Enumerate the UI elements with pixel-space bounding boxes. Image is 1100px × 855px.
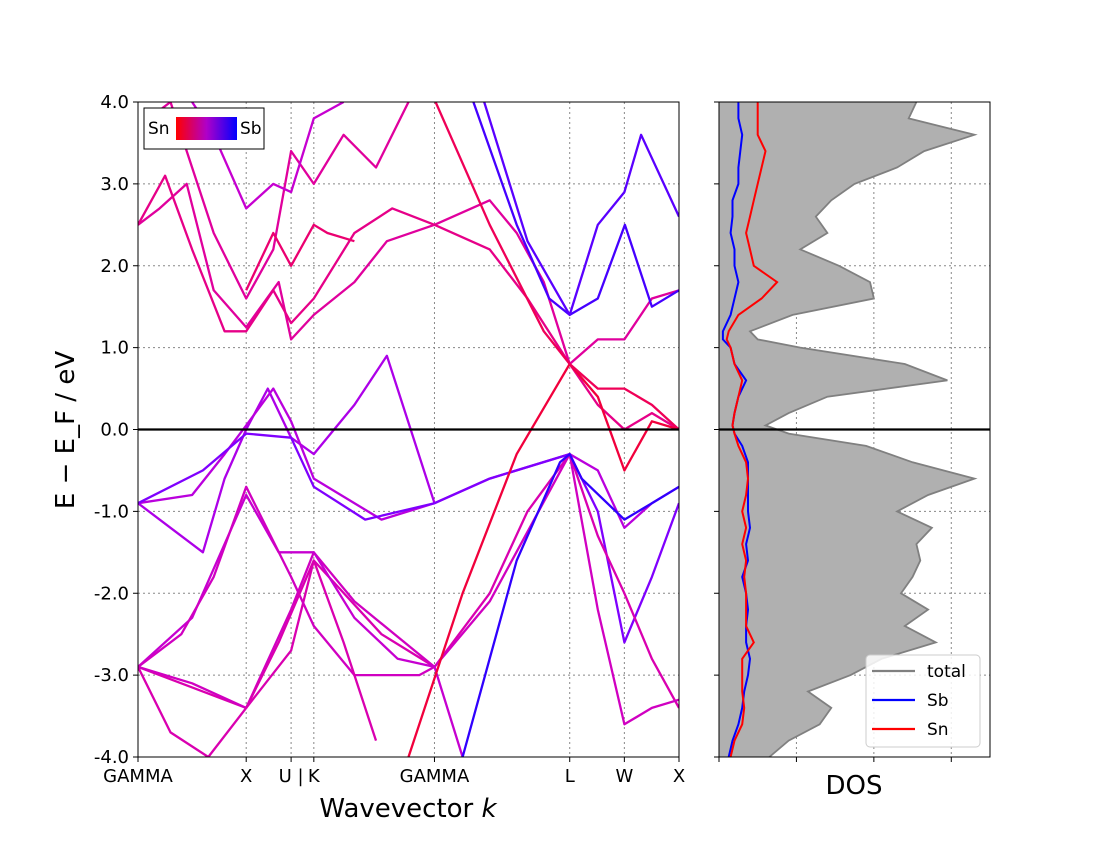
band-y-tick-label: -4.0 [94,747,129,768]
dos-legend-label-sn: Sn [927,720,949,740]
band-line [483,102,679,317]
band-x-tick-label: L [565,766,575,787]
band-line [472,102,679,317]
band-x-tick-label: X [673,766,685,787]
band-x-axis-title-var: k [482,794,498,824]
band-y-tick-label: -3.0 [94,665,129,686]
band-y-tick-label: 0.0 [100,420,129,441]
band-lines [138,102,679,757]
band-x-ticks: GAMMA X U | K GAMMA L W X [103,757,685,787]
band-line [407,362,679,757]
dos-legend: total Sb Sn [865,654,981,748]
band-x-tick-label: K [308,766,321,787]
band-line [138,493,464,757]
band-x-axis-title-text: Wavevector [319,794,481,824]
band-y-ticks: 4.0 3.0 2.0 1.0 0.0 -1.0 -2.0 -3.0 -4.0 [94,92,138,768]
colorbar-legend-left-label: Sn [148,119,170,139]
band-x-tick-label: W [615,766,633,787]
band-y-tick-label: 4.0 [100,92,129,113]
dos-curves [719,102,978,757]
band-line [138,485,436,677]
dos-legend-box [865,654,981,748]
band-line [138,174,679,431]
band-y-tick-label: -1.0 [94,501,129,522]
band-line [245,223,355,291]
band-y-tick-label: -2.0 [94,583,129,604]
band-y-tick-label: 1.0 [100,338,129,359]
band-line [434,102,679,431]
dos-legend-label-sb: Sb [927,691,949,711]
colorbar-legend: Sn Sb [143,107,265,150]
dos-ticks [714,101,952,762]
dos-x-axis-title: DOS [826,771,883,801]
band-x-tick-label: GAMMA [400,766,470,787]
band-line [138,354,436,554]
dos-legend-label-total: total [927,662,966,682]
dos-sn-line [725,102,779,757]
band-x-axis-title: Wavevector k [319,794,497,824]
band-line [138,387,679,529]
band-x-tick-label: GAMMA [103,766,173,787]
band-y-axis-title: E − E_F / eV [51,351,81,509]
band-x-tick-label: X [240,766,252,787]
band-y-tick-label: 2.0 [100,256,129,277]
dos-total-line [748,102,978,757]
band-line [138,182,679,366]
band-line [461,452,679,757]
colorbar-gradient [176,117,237,140]
band-line [138,432,679,644]
dos-total-fill [719,102,975,757]
band-y-tick-label: 3.0 [100,174,129,195]
band-x-tick-label: U | [279,766,304,787]
colorbar-legend-right-label: Sb [240,119,262,139]
band-line [138,452,679,710]
band-line [138,559,378,757]
